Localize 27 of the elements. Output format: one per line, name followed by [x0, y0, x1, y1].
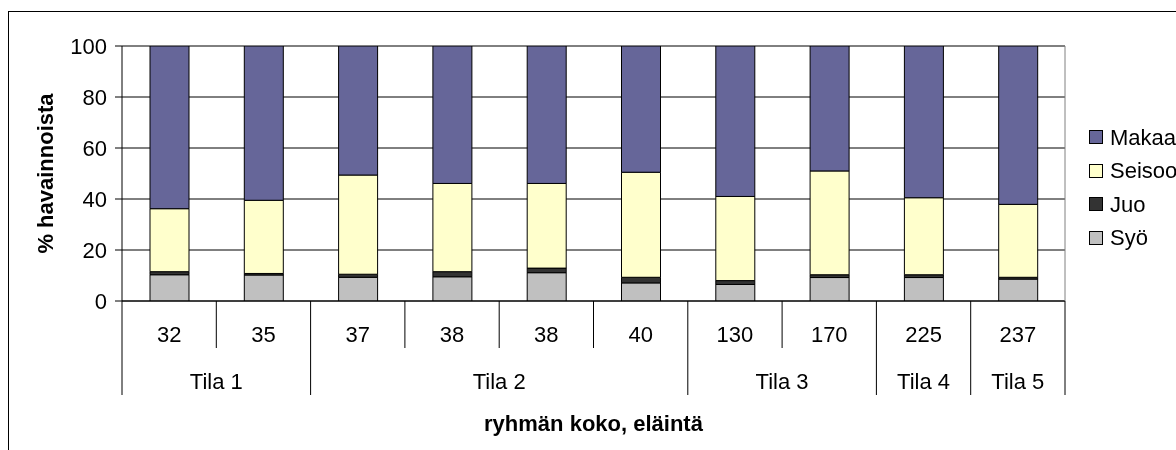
x-tick-label: 40	[628, 321, 653, 347]
x-axis-title: ryhmän koko, eläintä	[484, 410, 704, 436]
y-axis-title: % havainnoista	[32, 92, 58, 254]
x-tick-label: 237	[999, 321, 1037, 347]
x-tick-label: 32	[156, 321, 182, 347]
legend-label: Juo	[1110, 190, 1146, 219]
x-tick-label: 37	[345, 321, 370, 347]
y-tick-label: 60	[82, 135, 107, 161]
x-tick-label: 170	[810, 321, 848, 347]
text: Tila 4	[897, 368, 951, 394]
legend-label: Syö	[1110, 224, 1148, 252]
text: Tila 5	[991, 368, 1045, 394]
x-tick-label: 38	[534, 321, 559, 347]
legend-label: Makaa	[1110, 123, 1176, 152]
text: Tila 1	[189, 368, 243, 394]
x-tick-label: 130	[716, 321, 754, 347]
x-tick-label: 38	[439, 321, 465, 347]
y-tick-label: 100	[70, 33, 107, 59]
x-tick-label: 35	[251, 321, 276, 347]
y-tick-label: 20	[82, 237, 107, 263]
y-tick-label: 0	[94, 288, 107, 314]
legend-label: Seisoo	[1110, 157, 1176, 185]
y-tick-label: 40	[82, 186, 107, 212]
text: Tila 2	[472, 368, 526, 394]
x-tick-label: 225	[905, 321, 942, 347]
text: Tila 3	[755, 368, 809, 394]
y-tick-label: 80	[82, 84, 107, 110]
